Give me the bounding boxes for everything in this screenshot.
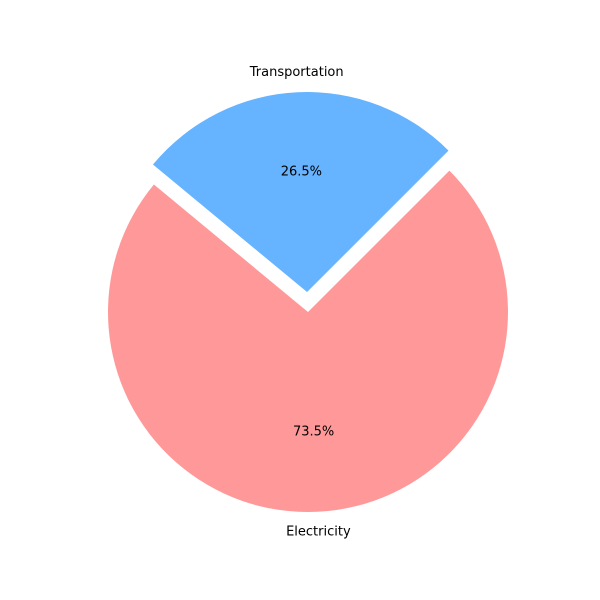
category-label-transportation: Transportation xyxy=(249,65,344,80)
pie-slice-transportation xyxy=(152,92,449,293)
pie-slice-electricity xyxy=(108,170,508,512)
pct-label-transportation: 26.5% xyxy=(281,165,322,180)
pct-label-electricity: 73.5% xyxy=(293,424,334,439)
category-label-electricity: Electricity xyxy=(286,524,351,539)
